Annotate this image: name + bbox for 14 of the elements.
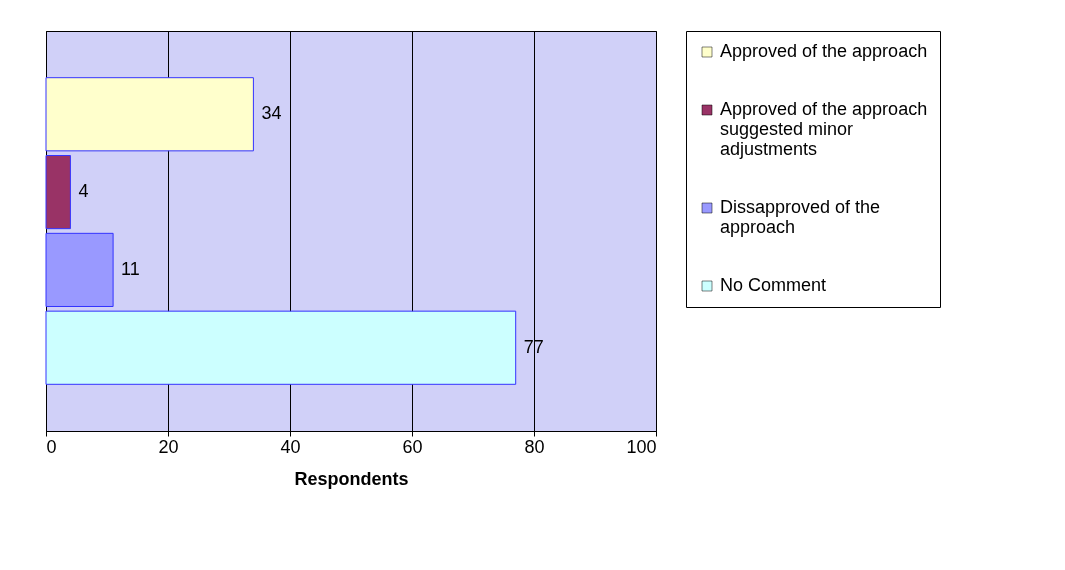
x-tick-label: 100 [626, 436, 657, 457]
x-axis-title: Respondents [294, 468, 409, 489]
x-tick-label: 60 [402, 436, 423, 457]
legend-label: Approved of the approach [720, 41, 928, 61]
x-tick-label: 40 [280, 436, 301, 457]
legend-label: Dissapproved of the approach [720, 197, 881, 237]
data-label: 4 [78, 181, 89, 202]
x-tick-label: 0 [46, 436, 57, 457]
data-label: 11 [121, 258, 140, 279]
legend-label: Approved of the approach suggested minor adjustments [720, 99, 928, 159]
x-tick-label: 80 [524, 436, 545, 457]
legend-label: No Comment [720, 275, 827, 295]
data-label: 34 [261, 103, 282, 124]
x-tick-label: 20 [158, 436, 179, 457]
